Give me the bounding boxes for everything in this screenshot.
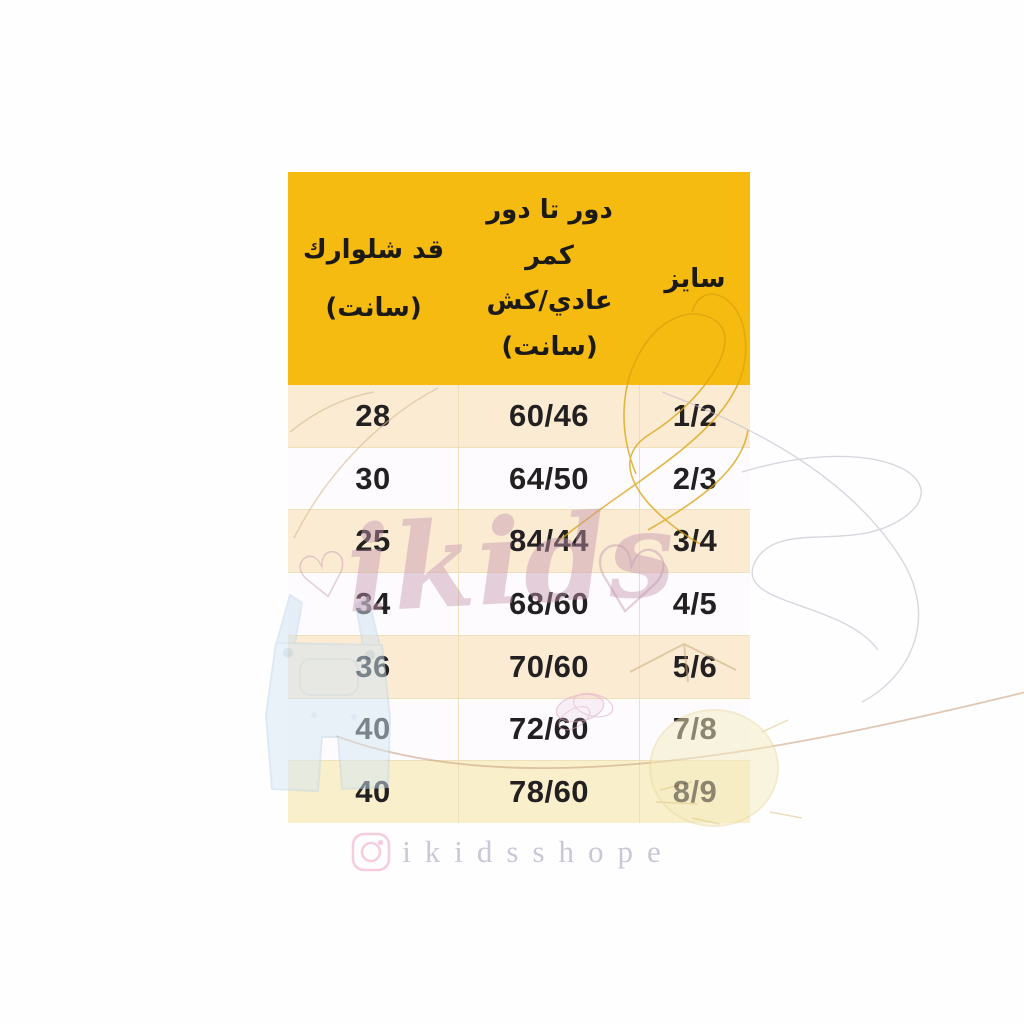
cell-size: 1/2 (672, 397, 718, 433)
cell-waist: 84/44 (459, 510, 640, 573)
cell-length: 34 (288, 573, 459, 635)
size-header-label: سايز (664, 263, 726, 294)
table-row: 8/9 78/60 40 (288, 760, 750, 824)
cell-length: 28 (288, 385, 459, 447)
waist-header-line: كمر (525, 240, 574, 271)
cell-size: 4/5 (672, 586, 718, 622)
cell-waist: 60/46 (459, 385, 640, 447)
cell-size: 3/4 (672, 523, 718, 559)
table-row: 1/2 60/46 28 (288, 385, 750, 447)
cell-waist: 72/60 (459, 698, 640, 761)
instagram-handle: ikidsshope (402, 834, 675, 869)
waist-header-line: دور تا دور (486, 195, 613, 226)
length-header-line: (سانت) (325, 292, 422, 323)
table-row: 4/5 68/60 34 (288, 572, 750, 635)
header-col-size: سايز (640, 172, 750, 385)
waist-header-line: عادي/كش (486, 286, 613, 317)
table-header: سايز دور تا دور كمر عادي/كش (سانت) قد شل… (288, 172, 750, 385)
table-row: 7/8 72/60 40 (288, 697, 750, 761)
header-col-length: قد شلوارك (سانت) (288, 172, 459, 385)
footer-branding: ikidsshope (0, 824, 1024, 880)
cell-size: 5/6 (672, 648, 718, 684)
cell-length: 40 (288, 761, 459, 824)
header-col-waist: دور تا دور كمر عادي/كش (سانت) (459, 172, 640, 385)
cell-length: 25 (288, 510, 459, 573)
cell-size: 8/9 (672, 774, 718, 810)
cell-length: 30 (288, 447, 459, 510)
instagram-icon (351, 832, 391, 872)
cell-size: 2/3 (672, 460, 718, 496)
cell-waist: 68/60 (459, 573, 640, 635)
waist-header-line: (سانت) (501, 331, 598, 362)
length-header-line: قد شلوارك (302, 234, 445, 265)
table-row: 2/3 64/50 30 (288, 446, 750, 510)
cell-waist: 64/50 (459, 447, 640, 510)
table-body: 1/2 60/46 28 2/3 64/50 30 3/4 84/44 25 4… (288, 385, 750, 824)
table-row: 5/6 70/60 36 (288, 634, 750, 698)
size-chart-table: سايز دور تا دور كمر عادي/كش (سانت) قد شل… (288, 172, 750, 824)
table-row: 3/4 84/44 25 (288, 509, 750, 573)
cell-length: 36 (288, 635, 459, 698)
cell-waist: 78/60 (459, 761, 640, 824)
cell-size: 7/8 (672, 711, 718, 747)
cell-length: 40 (288, 698, 459, 761)
cell-waist: 70/60 (459, 635, 640, 698)
